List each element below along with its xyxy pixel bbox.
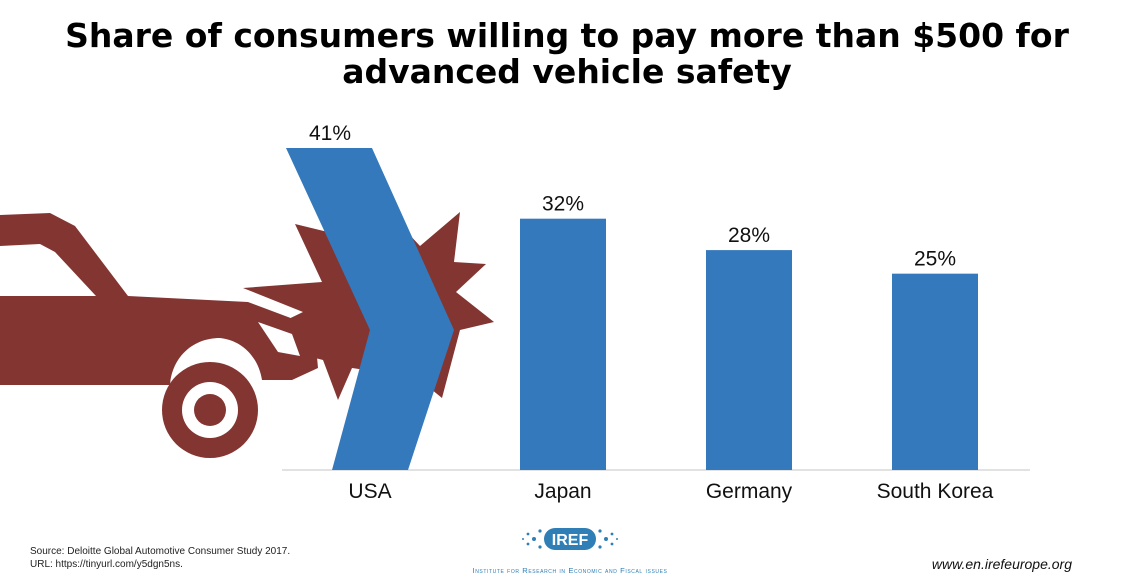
category-label-germany: Germany xyxy=(706,480,793,503)
value-label-usa: 41% xyxy=(309,122,351,145)
iref-logo-text: IREF xyxy=(552,532,589,549)
value-label-south-korea: 25% xyxy=(914,248,956,271)
website-link[interactable]: www.en.irefeurope.org xyxy=(931,556,1072,572)
category-labels-layer: USA Japan Germany South Korea xyxy=(348,480,993,503)
source-citation: Source: Deloitte Global Automotive Consu… xyxy=(30,546,291,557)
value-label-japan: 32% xyxy=(542,193,584,216)
chart-title-line-2: advanced vehicle safety xyxy=(342,52,792,91)
chart-title: Share of consumers willing to pay more t… xyxy=(0,18,1134,90)
bars-layer xyxy=(286,148,978,470)
chart-title-line-1: Share of consumers willing to pay more t… xyxy=(65,16,1069,55)
category-label-usa: USA xyxy=(348,480,391,503)
category-label-japan: Japan xyxy=(534,480,591,503)
bar-usa xyxy=(286,148,454,470)
source-url: URL: https://tinyurl.com/y5dgn5ns. xyxy=(30,559,183,570)
iref-tagline: Institute for Research in Economic and F… xyxy=(472,566,668,575)
bar-germany xyxy=(706,250,792,470)
source-note: Source: Deloitte Global Automotive Consu… xyxy=(30,545,290,571)
car-body-icon xyxy=(0,213,318,385)
iref-logo: IREF Institute for Research in Economic … xyxy=(420,520,720,580)
bar-south-korea xyxy=(892,273,978,470)
iref-logo-mark-icon: IREF xyxy=(522,528,618,550)
bar-japan xyxy=(520,218,606,470)
value-labels-layer: 41% 32% 28% 25% xyxy=(309,122,956,271)
category-label-south-korea: South Korea xyxy=(877,480,994,503)
value-label-germany: 28% xyxy=(728,224,770,247)
